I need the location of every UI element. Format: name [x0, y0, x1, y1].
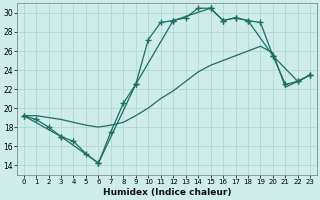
X-axis label: Humidex (Indice chaleur): Humidex (Indice chaleur) — [103, 188, 231, 197]
